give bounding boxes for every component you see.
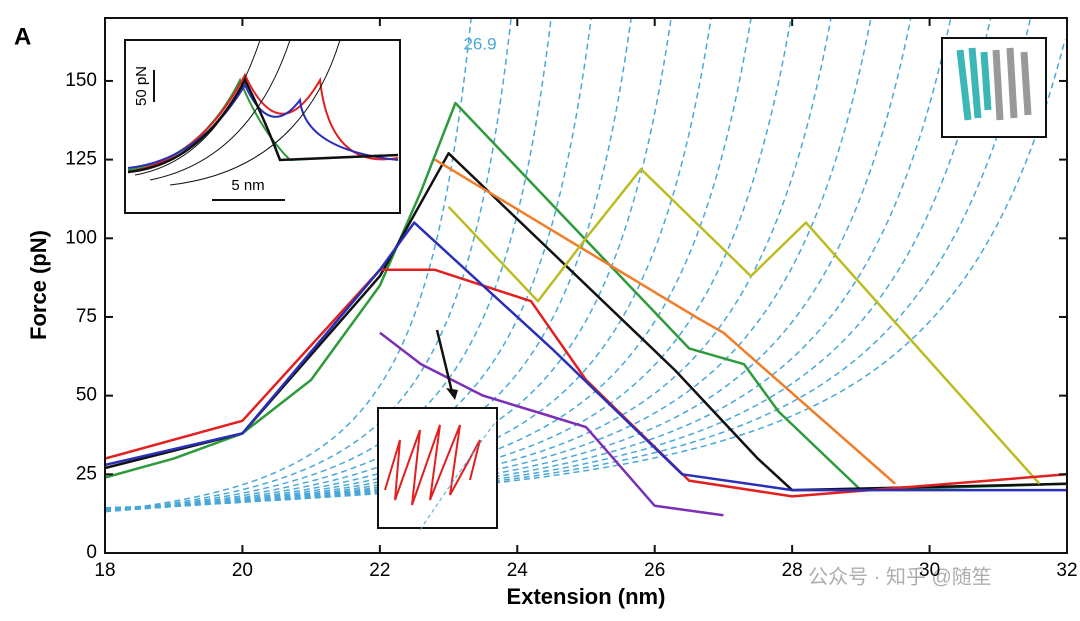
traces: [105, 101, 1067, 517]
annotation: 26.9: [463, 34, 496, 53]
wlc-curve: [105, 18, 552, 513]
wlc-curve: [105, 18, 512, 513]
inset-extension-scale: 5 nm: [231, 177, 264, 194]
x-tick-label: 18: [94, 560, 115, 581]
y-tick-label: 100: [65, 227, 97, 248]
zoom-inset: [377, 329, 498, 531]
trace: [105, 101, 1067, 492]
x-tick-label: 20: [232, 560, 253, 581]
trace: [105, 221, 1067, 492]
trace: [434, 158, 897, 485]
y-tick-label: 0: [86, 542, 97, 563]
structure-inset: [941, 37, 1047, 138]
x-tick-label: 32: [1056, 560, 1077, 581]
wlc-curve: [105, 18, 632, 513]
wlc-curve: [105, 18, 472, 512]
inset-force-scale: 50 pN: [133, 66, 150, 106]
panel-label: A: [14, 23, 31, 50]
y-tick-label: 50: [76, 385, 97, 406]
y-axis-label: Force (pN): [26, 230, 51, 340]
wlc-curve: [105, 18, 912, 511]
x-tick-label: 26: [644, 560, 665, 581]
x-tick-label: 22: [369, 560, 390, 581]
y-tick-label: 25: [76, 463, 97, 484]
x-tick-label: 24: [507, 560, 529, 581]
x-tick-label: 28: [782, 560, 803, 581]
trace: [105, 268, 1067, 498]
trace: [379, 331, 724, 517]
trace: [447, 167, 1041, 485]
y-tick-label: 75: [76, 306, 97, 327]
inset-trace: 50 pN 5 nm: [124, 39, 401, 214]
wlc-curve: [105, 39, 1066, 509]
y-tick-label: 125: [65, 149, 97, 170]
plot-frame: [104, 17, 1068, 554]
watermark: 公众号 · 知乎 @随笙: [808, 565, 992, 588]
x-tick-label: 30: [919, 560, 940, 581]
x-axis-label: Extension (nm): [507, 584, 666, 609]
wlc-curve: [105, 18, 1032, 509]
y-tick-label: 150: [65, 70, 97, 91]
